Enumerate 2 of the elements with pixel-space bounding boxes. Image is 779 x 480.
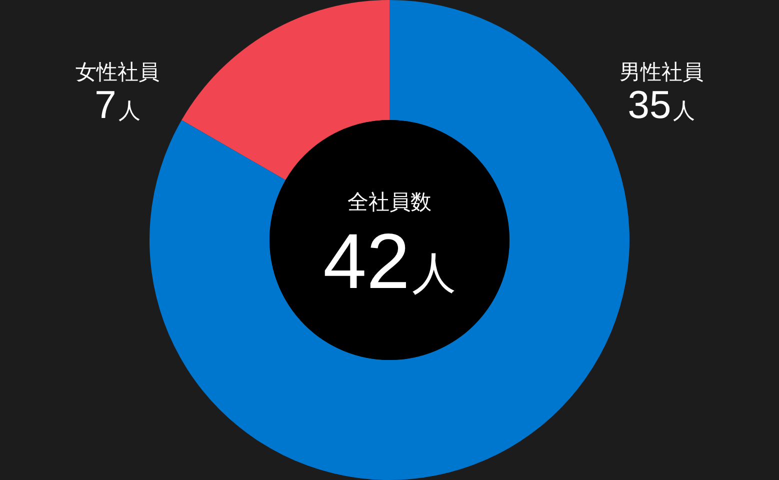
text: 42人: [323, 217, 456, 305]
text: 全社員数: [348, 191, 432, 214]
